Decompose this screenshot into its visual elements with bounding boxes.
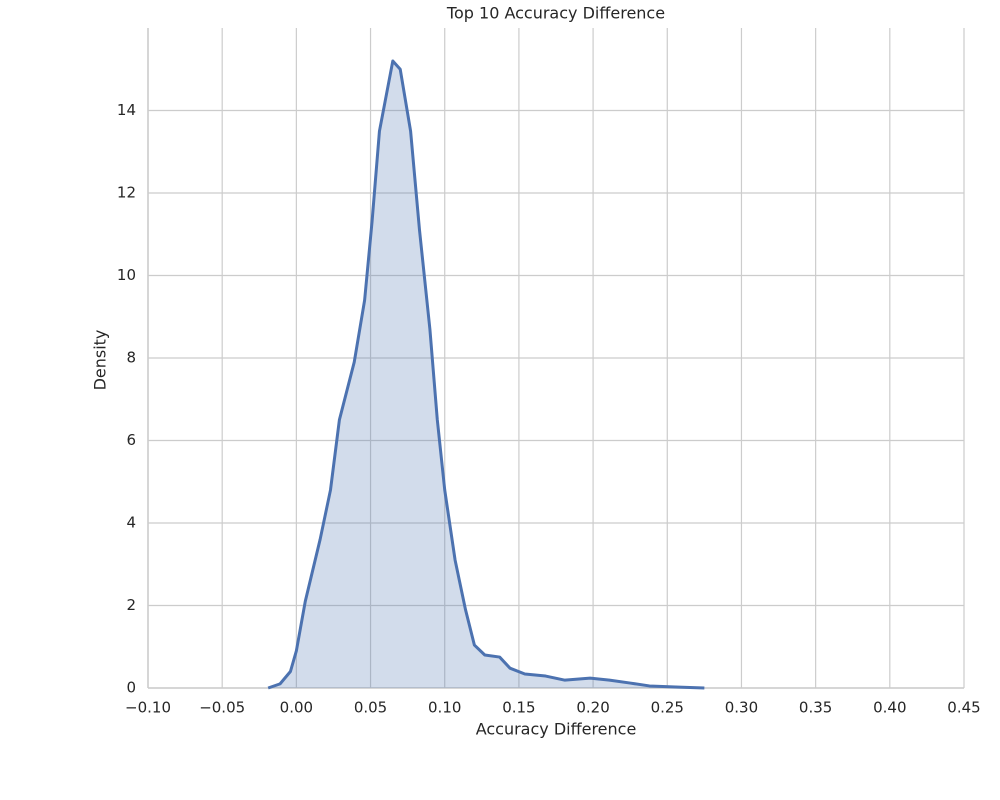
y-axis-label: Density xyxy=(91,330,110,391)
y-tick-label: 0 xyxy=(126,679,136,697)
y-tick-label: 2 xyxy=(126,596,136,614)
y-tick-label: 12 xyxy=(117,184,136,202)
y-tick-label: 4 xyxy=(126,514,136,532)
y-tick-label: 6 xyxy=(126,431,136,449)
x-tick-label: 0.40 xyxy=(873,699,906,717)
y-tick-label: 14 xyxy=(117,101,136,119)
x-tick-label: 0.35 xyxy=(799,699,832,717)
x-tick-label: 0.10 xyxy=(428,699,461,717)
x-tick-label: 0.15 xyxy=(502,699,535,717)
x-tick-label: 0.45 xyxy=(947,699,980,717)
density-line xyxy=(267,59,705,690)
x-tick-label: 0.00 xyxy=(280,699,313,717)
density-area xyxy=(268,61,705,688)
x-tick-label: −0.10 xyxy=(125,699,171,717)
x-tick-label: 0.20 xyxy=(576,699,609,717)
x-tick-label: −0.05 xyxy=(199,699,245,717)
y-tick-label: 10 xyxy=(117,266,136,284)
x-tick-label: 0.25 xyxy=(651,699,684,717)
y-tick-label: 8 xyxy=(126,349,136,367)
x-tick-label: 0.05 xyxy=(354,699,387,717)
chart-title: Top 10 Accuracy Difference xyxy=(446,4,665,23)
x-tick-label: 0.30 xyxy=(725,699,758,717)
x-axis-label: Accuracy Difference xyxy=(476,720,637,739)
